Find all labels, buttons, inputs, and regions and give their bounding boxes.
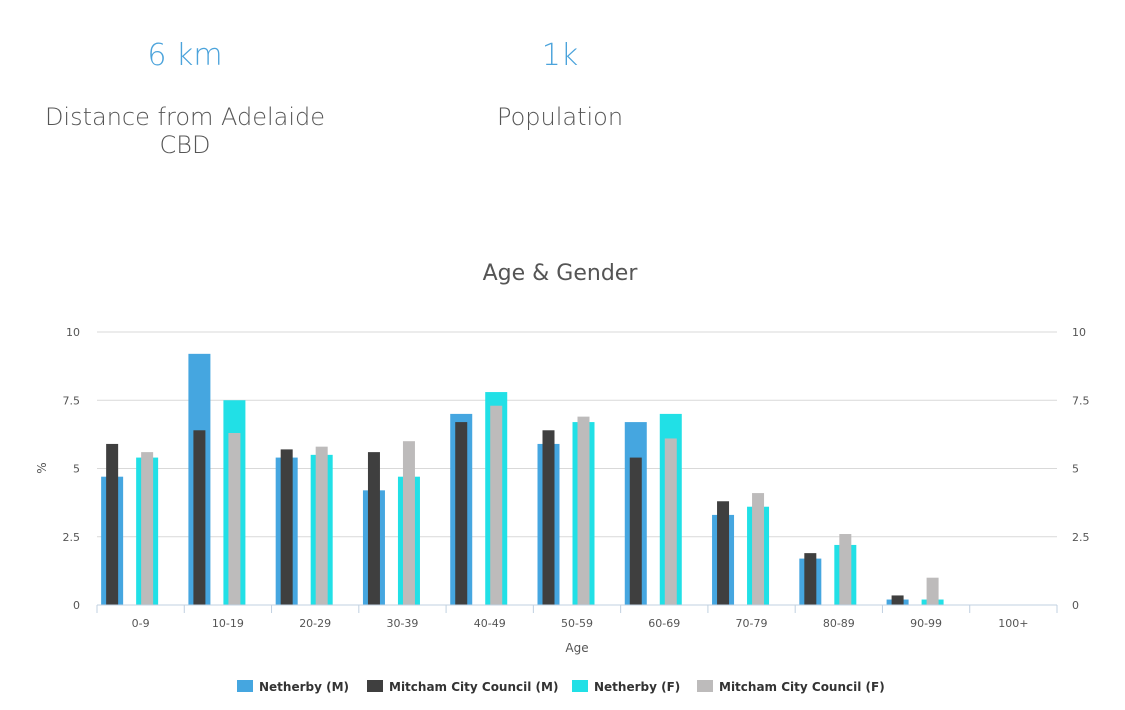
bar-group <box>101 353 944 605</box>
y-tick-label-left: 10 <box>66 326 80 339</box>
population-value: 1k <box>541 38 579 73</box>
x-tick-label: 10-19 <box>212 617 244 630</box>
bar-1 <box>193 430 206 605</box>
legend-swatch <box>572 680 588 692</box>
legend-swatch <box>697 680 713 692</box>
x-tick-label: 70-79 <box>736 617 768 630</box>
legend-swatch <box>367 680 383 692</box>
bar-3 <box>490 405 503 605</box>
bar-1 <box>455 422 468 605</box>
bar-3 <box>664 438 677 605</box>
distance-value: 6 km <box>147 38 223 73</box>
x-tick-label: 50-59 <box>561 617 593 630</box>
y-tick-label-right: 2.5 <box>1072 531 1090 544</box>
age-gender-chart: Age & Gender 0 0 2.5 2.5 5 5 7.5 7.5 10 10 0-9 10-1… <box>35 261 1090 694</box>
bar-1 <box>542 430 555 605</box>
bar-3 <box>926 577 939 605</box>
x-axis-label: Age <box>565 641 588 655</box>
population-label: Population <box>496 103 624 131</box>
bar-3 <box>402 441 415 605</box>
legend-label: Netherby (M) <box>259 680 349 694</box>
y-tick-label-right: 0 <box>1072 599 1079 612</box>
x-tick-label: 40-49 <box>474 617 506 630</box>
legend: Netherby (M) Mitcham City Council (M) Neth… <box>237 680 885 694</box>
distance-stat: 6 km Distance from Adelaide CBD <box>40 38 330 159</box>
x-tick-label: 30-39 <box>386 617 418 630</box>
y-axis-label: % <box>35 462 49 473</box>
bar-3 <box>752 493 765 605</box>
x-tick-label: 0-9 <box>132 617 150 630</box>
chart-title: Age & Gender <box>483 261 639 286</box>
x-tick-label: 80-89 <box>823 617 855 630</box>
population-stat: 1k Population <box>445 38 675 131</box>
x-tick-label: 100+ <box>998 617 1028 630</box>
bar-1 <box>280 449 293 605</box>
distance-label-line1: Distance from Adelaide <box>44 103 326 131</box>
legend-label: Mitcham City Council (F) <box>719 680 885 694</box>
x-tick-label: 20-29 <box>299 617 331 630</box>
x-tick-label: 90-99 <box>910 617 942 630</box>
bar-1 <box>629 457 642 605</box>
y-tick-label-right: 7.5 <box>1072 394 1090 407</box>
y-tick-label-right: 5 <box>1072 463 1079 476</box>
bar-1 <box>367 452 380 605</box>
legend-label: Mitcham City Council (M) <box>389 680 558 694</box>
legend-swatch <box>237 680 253 692</box>
axes: 0 0 2.5 2.5 5 5 7.5 7.5 10 10 0-9 10-19 20-29 30-39 40… <box>63 326 1090 630</box>
x-tick-label: 60-69 <box>648 617 680 630</box>
bar-3 <box>577 416 590 605</box>
bar-1 <box>804 553 817 605</box>
bar-3 <box>315 446 328 605</box>
y-tick-label-left: 7.5 <box>63 394 81 407</box>
bar-1 <box>717 501 730 605</box>
distance-label: Distance from Adelaide CBD <box>40 103 330 159</box>
y-tick-label-right: 10 <box>1072 326 1086 339</box>
bar-1 <box>106 443 119 605</box>
y-tick-label-left: 5 <box>73 463 80 476</box>
legend-label: Netherby (F) <box>594 680 680 694</box>
bar-3 <box>141 452 154 605</box>
bar-3 <box>228 433 241 605</box>
bar-3 <box>839 534 852 605</box>
distance-label-line2: CBD <box>159 131 211 159</box>
y-tick-label-left: 0 <box>73 599 80 612</box>
y-tick-label-left: 2.5 <box>63 531 81 544</box>
bar-1 <box>891 595 904 605</box>
